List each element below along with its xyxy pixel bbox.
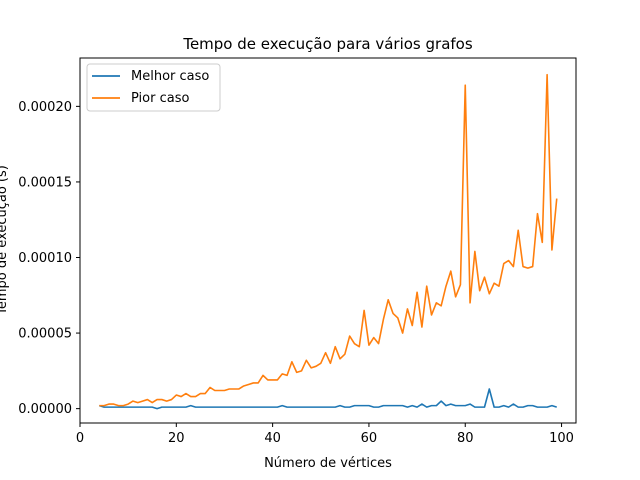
legend: Melhor caso Pior caso [86,63,221,112]
legend-box [86,63,221,112]
y-tick-label: 0.00020 [18,100,72,115]
legend-label-pior-caso: Pior caso [131,91,189,106]
x-tick-label: 20 [168,431,185,446]
x-tick-label: 40 [264,431,281,446]
y-tick-label: 0.00010 [18,251,72,266]
legend-label-melhor-caso: Melhor caso [131,69,209,84]
x-tick-label: 100 [549,431,574,446]
y-axis: 0.00000 0.00005 0.00010 0.00015 0.00020 [18,100,80,417]
y-tick-label: 0.00015 [18,175,72,190]
y-axis-label: Tempo de execução (s) [0,165,10,316]
x-axis: 0 20 40 60 80 100 [76,423,574,446]
chart-title: Tempo de execução para vários grafos [182,35,473,53]
y-tick-label: 0.00000 [18,402,72,417]
series-line-melhor-caso [99,388,557,410]
plot-area [99,73,558,410]
x-tick-label: 60 [361,431,378,446]
x-tick-label: 0 [76,431,84,446]
y-tick-label: 0.00005 [18,327,72,342]
axes-frame [79,57,577,424]
x-tick-label: 80 [457,431,474,446]
series-line-pior-caso [99,73,558,407]
x-axis-label: Número de vértices [264,456,392,471]
